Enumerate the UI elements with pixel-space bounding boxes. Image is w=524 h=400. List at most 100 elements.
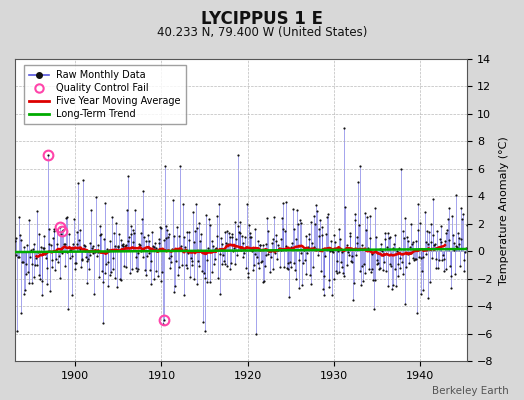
Point: [72, 260, 80, 266]
Point: [219, 252, 227, 258]
Point: [275, 245, 283, 251]
Point: [422, 251, 431, 257]
Point: [114, 244, 122, 250]
Point: [105, 272, 114, 278]
Point: [394, 273, 402, 279]
Point: [444, 216, 452, 222]
Point: [144, 232, 152, 239]
Point: [56, 275, 64, 281]
Point: [35, 272, 43, 278]
Point: [62, 249, 71, 256]
Point: [110, 230, 118, 237]
Point: [89, 243, 97, 249]
Point: [407, 220, 416, 227]
Point: [202, 212, 210, 218]
Point: [14, 254, 22, 260]
Point: [308, 240, 316, 246]
Point: [53, 227, 61, 234]
Point: [190, 239, 198, 245]
Point: [376, 265, 385, 271]
Point: [187, 255, 195, 262]
Point: [454, 230, 462, 236]
Point: [140, 234, 148, 241]
Point: [94, 249, 103, 256]
Point: [326, 248, 334, 254]
Point: [260, 263, 269, 269]
Point: [73, 241, 82, 248]
Point: [223, 263, 231, 269]
Point: [430, 242, 439, 248]
Point: [59, 226, 67, 233]
Point: [108, 214, 116, 220]
Point: [334, 226, 343, 232]
Point: [312, 245, 320, 252]
Point: [264, 251, 272, 257]
Point: [30, 240, 39, 247]
Point: [450, 247, 458, 254]
Point: [201, 275, 210, 282]
Point: [414, 227, 422, 233]
Point: [440, 256, 449, 262]
Point: [56, 224, 64, 230]
Point: [345, 252, 353, 258]
Point: [126, 231, 135, 237]
Point: [447, 285, 456, 292]
Point: [329, 249, 337, 255]
Point: [250, 226, 259, 232]
Y-axis label: Temperature Anomaly (°C): Temperature Anomaly (°C): [499, 136, 509, 284]
Point: [184, 236, 193, 243]
Point: [462, 245, 470, 251]
Point: [12, 252, 20, 258]
Point: [43, 264, 51, 271]
Point: [410, 257, 418, 263]
Point: [436, 236, 444, 242]
Point: [338, 249, 346, 256]
Point: [208, 269, 216, 276]
Point: [451, 271, 459, 277]
Point: [450, 240, 458, 246]
Point: [216, 251, 224, 257]
Point: [394, 261, 402, 267]
Point: [457, 204, 466, 211]
Point: [436, 239, 445, 245]
Point: [296, 217, 304, 224]
Point: [34, 249, 42, 255]
Point: [345, 233, 354, 240]
Point: [351, 210, 359, 217]
Point: [403, 234, 411, 240]
Point: [222, 240, 230, 246]
Point: [347, 259, 356, 266]
Point: [302, 270, 311, 277]
Point: [78, 257, 86, 264]
Point: [17, 237, 26, 243]
Point: [315, 233, 323, 239]
Point: [435, 256, 443, 263]
Point: [280, 264, 288, 270]
Point: [364, 245, 373, 251]
Point: [155, 240, 163, 246]
Point: [45, 241, 53, 248]
Point: [372, 234, 380, 240]
Point: [453, 244, 461, 250]
Point: [289, 226, 298, 232]
Point: [50, 228, 59, 234]
Point: [324, 211, 332, 217]
Point: [49, 235, 57, 242]
Point: [174, 264, 183, 270]
Point: [306, 272, 314, 278]
Point: [12, 234, 20, 241]
Point: [81, 243, 89, 249]
Point: [215, 290, 224, 297]
Point: [285, 260, 293, 266]
Point: [400, 214, 409, 221]
Point: [371, 277, 379, 284]
Point: [409, 255, 418, 262]
Point: [244, 274, 253, 280]
Point: [352, 252, 360, 258]
Point: [388, 286, 396, 292]
Point: [108, 266, 117, 272]
Point: [413, 200, 422, 207]
Point: [157, 278, 166, 284]
Point: [398, 228, 407, 234]
Point: [319, 286, 327, 292]
